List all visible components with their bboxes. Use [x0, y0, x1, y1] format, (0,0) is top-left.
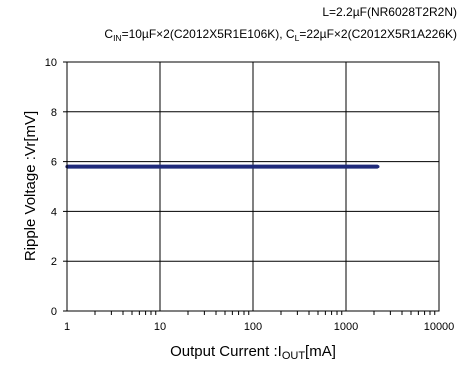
y-tick-label: 10	[45, 57, 57, 69]
y-tick-label: 2	[51, 256, 57, 268]
grid-layer	[63, 61, 439, 312]
data-point	[316, 164, 320, 169]
x-tick-label: 1000	[334, 321, 358, 333]
data-point	[376, 164, 380, 169]
cin-subscript: IN	[113, 33, 122, 43]
cin-prefix: C	[104, 27, 113, 41]
x-tick-label: 1	[64, 321, 70, 333]
x-tick-label: 10	[154, 321, 166, 333]
x-tick-label: 100	[244, 321, 262, 333]
header-inductor-label: L=2.2µF(NR6028T2R2N)	[322, 5, 457, 19]
x-axis-label: Output Current :IOUT[mA]	[170, 343, 336, 362]
data-point	[158, 164, 162, 169]
data-point	[279, 164, 283, 169]
y-tick-label: 6	[51, 157, 57, 169]
data-point	[223, 164, 227, 169]
y-tick-label: 0	[51, 306, 57, 318]
x-axis-label-main: Output Current :I	[170, 343, 282, 360]
cin-rest: =10µF×2(C2012X5R1E106K), C	[122, 27, 295, 41]
x-tick-labels: 1 10 100 1000 10000	[64, 321, 454, 333]
cl-rest: =22µF×2(C2012X5R1A226K)	[299, 27, 457, 41]
y-tick-labels: 0 2 4 6 8 10	[45, 57, 57, 318]
cl-subscript: L	[295, 33, 300, 43]
x-tick-label: 10000	[424, 321, 455, 333]
plot-frame	[66, 61, 440, 312]
series-layer	[65, 164, 380, 169]
x-axis-label-unit: [mA]	[305, 343, 336, 360]
data-point	[251, 164, 255, 169]
x-axis-label-subscript: OUT	[282, 350, 306, 362]
data-point	[344, 164, 348, 169]
header-capacitor-label: CIN=10µF×2(C2012X5R1E106K), CL=22µF×2(C2…	[104, 27, 457, 43]
y-axis-label: Ripple Voltage :Vr[mV]	[22, 111, 39, 261]
y-tick-label: 8	[51, 107, 57, 119]
y-tick-label: 4	[51, 206, 57, 218]
minor-tick-layer	[94, 311, 436, 315]
